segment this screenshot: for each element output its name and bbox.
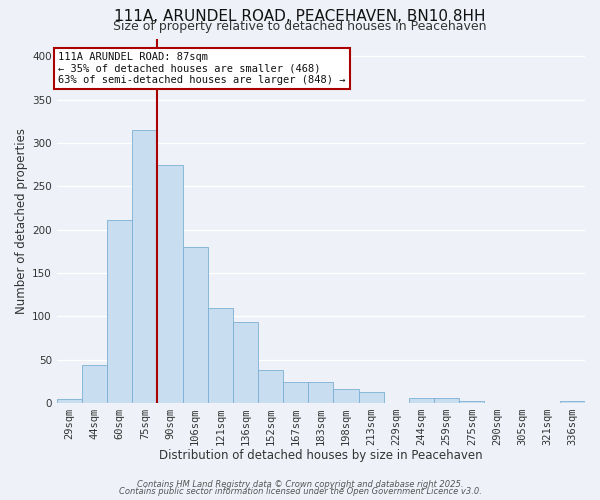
Bar (82, 365, 107, 403)
Bar (459, 401, 484, 403)
Bar (359, 392, 384, 403)
Bar (57, 398, 82, 403)
Bar (308, 382, 334, 403)
Bar (208, 308, 233, 403)
Text: Contains HM Land Registry data © Crown copyright and database right 2025.: Contains HM Land Registry data © Crown c… (137, 480, 463, 489)
Bar (409, 398, 434, 403)
Bar (233, 322, 258, 403)
Bar (334, 389, 359, 403)
Y-axis label: Number of detached properties: Number of detached properties (15, 128, 28, 314)
Bar (107, 220, 132, 403)
Text: 111A, ARUNDEL ROAD, PEACEHAVEN, BN10 8HH: 111A, ARUNDEL ROAD, PEACEHAVEN, BN10 8HH (114, 9, 486, 24)
Bar (434, 398, 459, 403)
Bar (258, 370, 283, 403)
Bar (182, 247, 208, 403)
Text: Contains public sector information licensed under the Open Government Licence v3: Contains public sector information licen… (119, 488, 481, 496)
X-axis label: Distribution of detached houses by size in Peacehaven: Distribution of detached houses by size … (159, 450, 483, 462)
Text: 111A ARUNDEL ROAD: 87sqm
← 35% of detached houses are smaller (468)
63% of semi-: 111A ARUNDEL ROAD: 87sqm ← 35% of detach… (58, 52, 346, 85)
Bar (132, 130, 157, 403)
Text: Size of property relative to detached houses in Peacehaven: Size of property relative to detached ho… (113, 20, 487, 33)
Bar (560, 401, 585, 403)
Bar (283, 382, 308, 403)
Bar (157, 164, 182, 403)
